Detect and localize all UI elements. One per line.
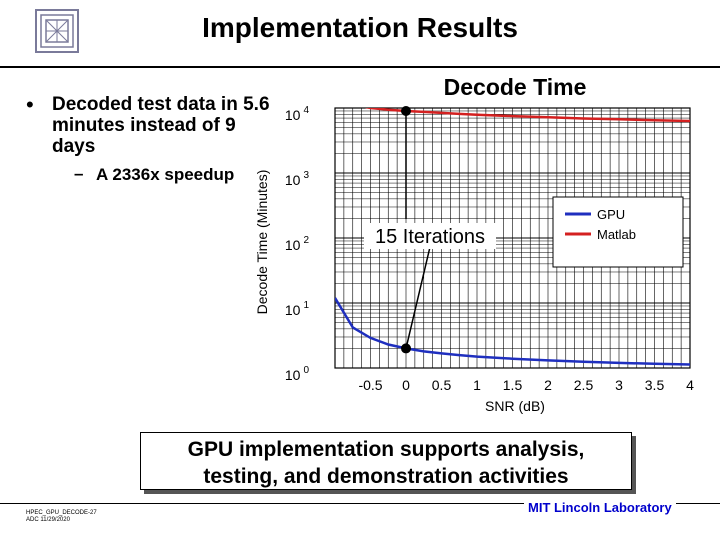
footer-info: HPEC_GPU_DECODE-27 ADC 11/29/2020 — [26, 510, 97, 524]
footer-date: ADC 11/29/2020 — [26, 517, 70, 523]
x-tick-label: 1 — [473, 377, 481, 393]
y-tick-label: 10 2 — [285, 235, 310, 253]
x-tick-label: 0 — [402, 377, 410, 393]
mit-logo-icon — [35, 9, 79, 53]
bullet-icon: • — [26, 92, 34, 117]
x-tick-label: 4 — [686, 377, 694, 393]
y-tick-label: 10 0 — [285, 365, 310, 383]
annotation-marker — [401, 343, 411, 354]
x-tick-label: -0.5 — [358, 377, 382, 393]
slide-title: Implementation Results — [202, 12, 518, 43]
series-line-gpu — [335, 297, 690, 366]
footer-code: HPEC_GPU_DECODE-27 — [26, 510, 97, 516]
callout-box: GPU implementation supports analysis, te… — [140, 432, 632, 490]
legend-box — [552, 196, 684, 268]
x-tick-label: 3.5 — [645, 377, 665, 393]
series-line-matlab — [364, 108, 690, 123]
y-tick-label: 10 1 — [285, 300, 310, 318]
y-tick-label: 10 4 — [285, 105, 310, 123]
legend-label-gpu: GPU — [597, 207, 625, 222]
plot-frame — [334, 107, 691, 369]
bullet-text: Decoded test data in 5.6 minutes instead… — [52, 94, 270, 157]
annotation-marker — [401, 105, 411, 116]
x-tick-label: 3 — [615, 377, 623, 393]
annotation-label: 15 Iterations — [375, 226, 485, 248]
annotation-leader — [405, 246, 431, 349]
x-tick-label: 1.5 — [503, 377, 523, 393]
sub-bullet-text: A 2336x speedup — [96, 165, 235, 184]
chart-title: Decode Time — [443, 74, 587, 100]
lab-name: MIT Lincoln Laboratory — [524, 500, 676, 515]
x-tick-label: 2.5 — [574, 377, 594, 393]
y-tick-label: 10 3 — [285, 170, 310, 188]
callout-text: GPU implementation supports analysis, te… — [187, 438, 585, 488]
x-tick-label: 0.5 — [432, 377, 452, 393]
title-divider — [0, 66, 720, 68]
annotation-label-bg — [364, 223, 496, 249]
legend-label-matlab: Matlab — [597, 227, 636, 242]
x-tick-label: 2 — [544, 377, 552, 393]
footer-divider — [0, 503, 720, 504]
sub-bullet-dash: – — [74, 164, 84, 183]
x-axis-label: SNR (dB) — [485, 398, 545, 414]
